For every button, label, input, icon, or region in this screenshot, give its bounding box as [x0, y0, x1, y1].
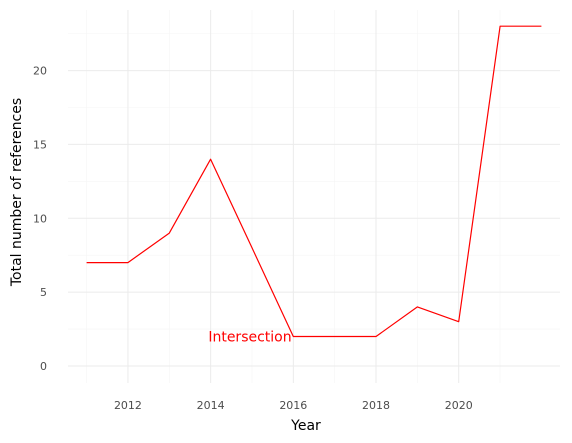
annotations: Intersection	[208, 329, 291, 345]
series-line	[86, 25, 542, 338]
x-tick-label: 2020	[445, 399, 473, 412]
x-axis-title: Year	[290, 418, 321, 434]
x-tick-label: 2014	[197, 399, 225, 412]
x-tick-label: 2012	[114, 399, 142, 412]
minor-gridlines	[68, 10, 560, 383]
y-tick-labels: 0 5 10 15 20	[33, 65, 47, 373]
y-axis-title: Total number of references	[9, 98, 25, 287]
y-tick-label: 15	[33, 138, 47, 151]
annotation-label: Intersection	[208, 329, 291, 345]
y-tick-label: 5	[40, 286, 47, 299]
y-tick-label: 10	[33, 212, 47, 225]
y-tick-label: 20	[33, 65, 47, 78]
x-tick-label: 2016	[279, 399, 307, 412]
x-tick-labels: 2012 2014 2016 2018 2020	[114, 399, 473, 412]
x-tick-label: 2018	[362, 399, 390, 412]
series-layer	[86, 25, 542, 338]
y-tick-label: 0	[40, 360, 47, 373]
major-gridlines	[68, 10, 560, 383]
